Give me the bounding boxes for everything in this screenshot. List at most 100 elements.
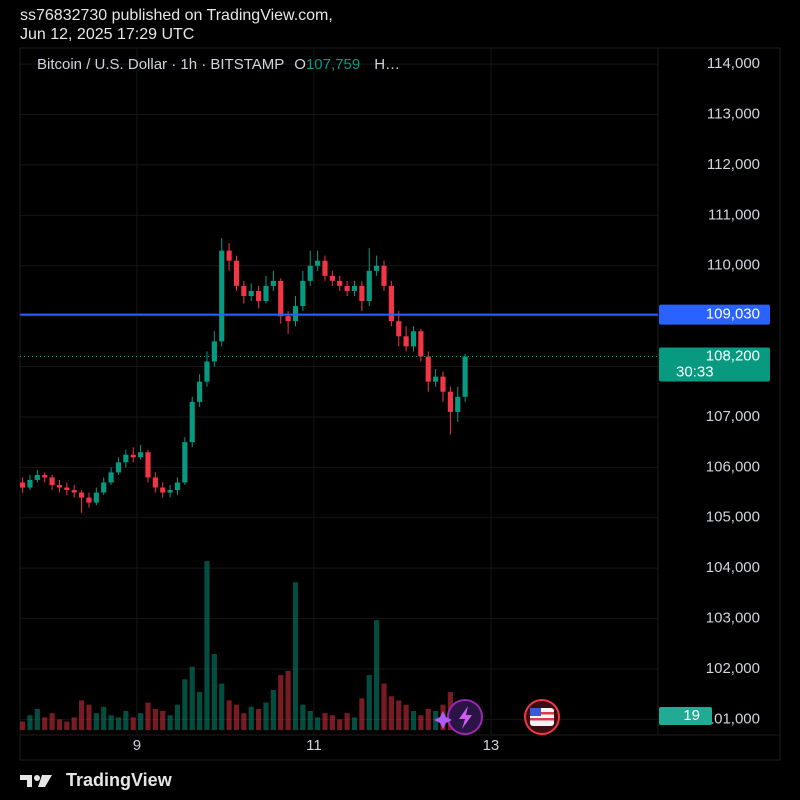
logo-mark	[20, 775, 32, 787]
candle-body	[263, 285, 269, 302]
volume-bar	[145, 702, 151, 730]
volume-bar	[263, 702, 269, 730]
volume-bar	[248, 706, 254, 730]
volume-bar	[219, 683, 225, 730]
y-tick-label: 112,000	[707, 156, 760, 173]
price-label: 108,200	[706, 347, 760, 364]
candle-body	[160, 487, 166, 493]
candle-body	[219, 250, 225, 342]
legend-open-label: O	[294, 56, 306, 73]
volume-bar	[329, 715, 335, 730]
volume-bar	[381, 683, 387, 730]
candle-body	[130, 454, 136, 458]
volume-bar	[278, 675, 284, 730]
symbol-legend: Bitcoin / U.S. Dollar · 1h · BITSTAMP O10…	[37, 56, 400, 73]
candle-body	[167, 490, 173, 493]
logo-mark	[34, 775, 40, 781]
y-tick-label: 107,000	[706, 408, 760, 425]
volume-bar	[174, 704, 181, 730]
lightning-icon[interactable]	[434, 699, 483, 735]
y-tick-label: 104,000	[706, 559, 760, 576]
volume-bar	[307, 711, 313, 730]
countdown: 30:33	[676, 363, 714, 380]
candle-body	[93, 492, 99, 503]
brand: TradingView	[66, 770, 173, 790]
volume-bar	[20, 721, 26, 730]
x-tick-label: 9	[133, 737, 141, 754]
candle-body	[49, 477, 55, 485]
volume-bar	[256, 708, 262, 730]
flag-icon[interactable]	[524, 699, 560, 735]
candle-body	[189, 401, 195, 443]
publisher-line: ss76832730 published on TradingView.com,	[20, 7, 333, 24]
volume-bar	[34, 708, 40, 730]
y-tick-label: 114,000	[707, 55, 760, 72]
candle-body	[138, 452, 144, 458]
candle-body	[182, 442, 188, 483]
y-tick-label: 105,000	[706, 509, 760, 526]
candle-body	[71, 490, 77, 493]
logo-mark	[38, 775, 52, 787]
candle-body	[307, 265, 313, 281]
volume-bar	[351, 717, 358, 730]
candle-body	[322, 260, 328, 276]
volume-bar	[270, 689, 276, 730]
volume-bar	[42, 717, 48, 730]
candle-body	[204, 361, 210, 382]
volume-bar	[160, 711, 166, 730]
candle-body	[123, 454, 129, 463]
volume-bar	[233, 704, 240, 730]
candle-body	[292, 306, 299, 322]
volume-label: 19	[683, 707, 700, 724]
y-tick-label: 103,000	[706, 610, 760, 627]
candle-body	[79, 492, 85, 498]
volume-bar	[396, 700, 402, 730]
candle-body	[359, 285, 365, 302]
volume-bar	[182, 679, 188, 730]
flag-stripe	[530, 718, 554, 721]
candle-body	[381, 265, 387, 286]
volume-bar	[241, 713, 247, 730]
volume-bar	[101, 706, 107, 730]
x-tick-label: 11	[306, 737, 322, 754]
flag-stripe	[530, 712, 554, 715]
candle-body	[285, 316, 291, 322]
flag-canton	[530, 708, 541, 716]
volume-bar	[123, 711, 129, 730]
volume-label-box	[659, 707, 712, 725]
candle-body	[64, 487, 70, 491]
volume-bar	[71, 717, 77, 730]
brand-logo[interactable]: TradingView	[20, 770, 173, 790]
candle-body	[447, 391, 453, 412]
candle-body	[211, 341, 217, 362]
symbol: Bitcoin / U.S. Dollar · 1h · BITSTAMP	[37, 56, 284, 73]
volume-bar	[189, 666, 195, 730]
candle-body	[344, 285, 350, 291]
candle-body	[374, 265, 380, 271]
candle-body	[366, 270, 372, 302]
volume-bar	[56, 719, 63, 730]
volume-bar	[27, 715, 33, 730]
volume-bar	[115, 717, 122, 730]
candle-body	[410, 331, 417, 347]
candle-body	[418, 331, 424, 357]
volume-bar	[211, 654, 217, 730]
volume-bar	[64, 721, 70, 730]
volume-bar	[108, 715, 114, 730]
candle-body	[425, 356, 431, 382]
volume-bar	[344, 713, 350, 730]
volume-bar	[93, 713, 99, 730]
volume-bar	[204, 561, 210, 730]
candle-body	[329, 275, 335, 281]
candle-body	[300, 280, 306, 307]
candle-body	[27, 479, 33, 488]
price-label-box	[659, 347, 770, 382]
volume-bar	[152, 708, 158, 730]
candle-body	[351, 285, 358, 291]
volume-bar	[167, 715, 173, 730]
candle-body	[233, 260, 240, 286]
volume-bar	[197, 692, 203, 730]
legend-more: H…	[374, 56, 400, 73]
candle-body	[108, 472, 114, 483]
